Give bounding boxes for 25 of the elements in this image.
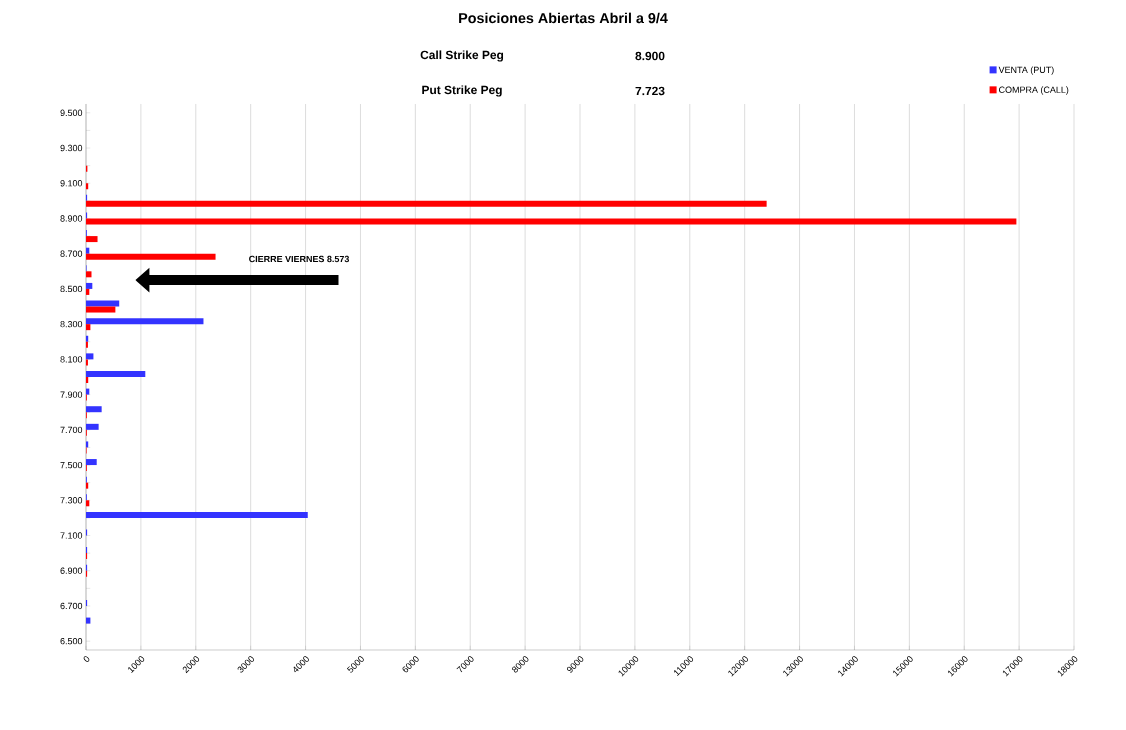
y-tick-label: 8.300 (60, 320, 83, 328)
annotation: CIERRE VIERNES 8.573 (249, 255, 350, 263)
y-tick-label: 8.900 (60, 215, 83, 222)
y-tick-label: 8.700 (60, 250, 83, 257)
text: Put Strike Peg (422, 85, 502, 97)
y-tick-label: 8.500 (60, 285, 83, 293)
legend-label: COMPRA (CALL) (999, 86, 1069, 95)
y-tick-label: 7.100 (60, 532, 83, 539)
y-tick-label: 8.100 (60, 356, 83, 363)
text: Call Strike Peg (420, 50, 504, 62)
y-tick-label: 6.500 (60, 638, 83, 645)
x-tick-label: 0 (83, 656, 90, 662)
y-tick-label: 7.700 (60, 426, 83, 434)
y-tick-label: 6.900 (60, 567, 83, 574)
y-tick-label: 7.300 (60, 497, 83, 504)
y-tick-label: 6.700 (60, 602, 83, 610)
text: 7.723 (635, 86, 665, 96)
y-tick-label: 7.900 (60, 391, 83, 398)
text: 8.900 (635, 51, 665, 61)
y-tick-label: 9.300 (60, 144, 83, 152)
y-tick-label: 7.500 (60, 461, 83, 469)
legend-label: VENTA (PUT) (998, 66, 1054, 75)
chart-title: Posiciones Abiertas Abril a 9/4 (459, 12, 668, 24)
y-tick-label: 9.500 (60, 109, 83, 116)
y-tick-label: 9.100 (60, 180, 83, 187)
